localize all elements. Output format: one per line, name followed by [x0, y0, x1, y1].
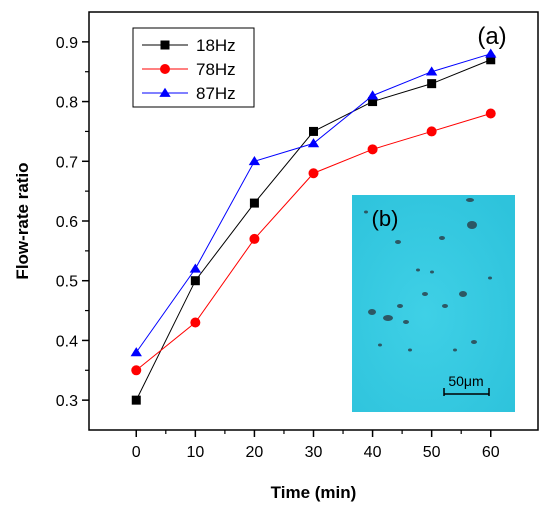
marker-square — [427, 79, 437, 89]
particle — [466, 198, 474, 202]
particle — [439, 236, 445, 240]
particle — [459, 291, 467, 297]
x-tick-label: 0 — [132, 444, 141, 461]
marker-circle — [160, 64, 170, 74]
particle — [408, 348, 412, 352]
legend-box — [132, 27, 255, 108]
x-tick-label: 20 — [246, 444, 264, 461]
legend-label: 78Hz — [196, 60, 236, 79]
marker-circle — [426, 126, 437, 137]
marker-circle — [308, 168, 319, 179]
particle — [378, 343, 382, 347]
legend-label: 87Hz — [196, 84, 236, 103]
x-tick-label: 40 — [364, 444, 382, 461]
marker-triangle — [485, 48, 497, 58]
marker-circle — [485, 108, 496, 119]
x-tick-label: 50 — [423, 444, 441, 461]
marker-triangle — [159, 87, 171, 97]
y-tick-label: 0.9 — [56, 35, 78, 52]
particle — [453, 348, 457, 352]
particle — [416, 268, 420, 272]
marker-triangle — [425, 66, 438, 76]
marker-circle — [131, 365, 142, 376]
x-tick-label: 30 — [305, 444, 323, 461]
y-tick-label: 0.8 — [56, 95, 78, 112]
marker-square — [486, 55, 496, 65]
scale-bar-label: 50μm — [448, 373, 483, 389]
marker-circle — [249, 233, 260, 244]
x-tick-label: 60 — [482, 444, 500, 461]
panel-label-a: (a) — [477, 23, 506, 50]
marker-triangle — [130, 347, 142, 357]
particle — [403, 320, 409, 324]
y-axis-label: Flow-rate ratio — [13, 162, 32, 279]
y-tick-label: 0.6 — [56, 214, 78, 231]
marker-square — [190, 276, 200, 286]
x-tick-label: 10 — [186, 444, 204, 461]
particle — [364, 210, 368, 214]
marker-triangle — [248, 155, 261, 166]
marker-square — [249, 198, 259, 208]
marker-square — [368, 97, 378, 107]
inset-label-b: (b) — [372, 206, 399, 231]
legend: 18Hz 78Hz 87Hz — [132, 27, 255, 108]
y-tick-label: 0.3 — [56, 393, 78, 410]
y-tick-label: 0.5 — [56, 274, 78, 291]
marker-triangle — [366, 90, 379, 100]
particle — [442, 304, 448, 308]
series-layer — [130, 48, 497, 405]
inset-micrograph: (b) 50μm — [352, 195, 515, 412]
marker-triangle — [307, 138, 320, 148]
marker-circle — [190, 317, 201, 328]
marker-circle — [367, 144, 378, 155]
marker-square — [131, 395, 141, 405]
particle — [430, 270, 434, 274]
particle — [397, 304, 403, 308]
particle — [488, 276, 492, 280]
ticks-layer: 0 10 20 30 40 50 60 0.3 0.4 0.5 0.6 0.7 0.8 0.9 — [56, 35, 500, 461]
marker-square — [309, 126, 318, 136]
particle — [471, 340, 477, 344]
particle — [383, 315, 393, 321]
y-tick-label: 0.4 — [56, 333, 78, 350]
marker-triangle — [189, 263, 202, 273]
series-18hz — [131, 55, 496, 405]
series-87hz — [130, 48, 497, 357]
particle — [422, 292, 428, 296]
inset-background — [352, 195, 515, 412]
particle — [395, 240, 401, 244]
legend-label: 18Hz — [196, 36, 236, 55]
x-axis-label: Time (min) — [271, 483, 357, 502]
particle — [368, 309, 376, 315]
y-tick-label: 0.7 — [56, 154, 78, 171]
marker-square — [160, 40, 170, 50]
series-78hz — [131, 108, 496, 376]
particle — [467, 221, 477, 229]
